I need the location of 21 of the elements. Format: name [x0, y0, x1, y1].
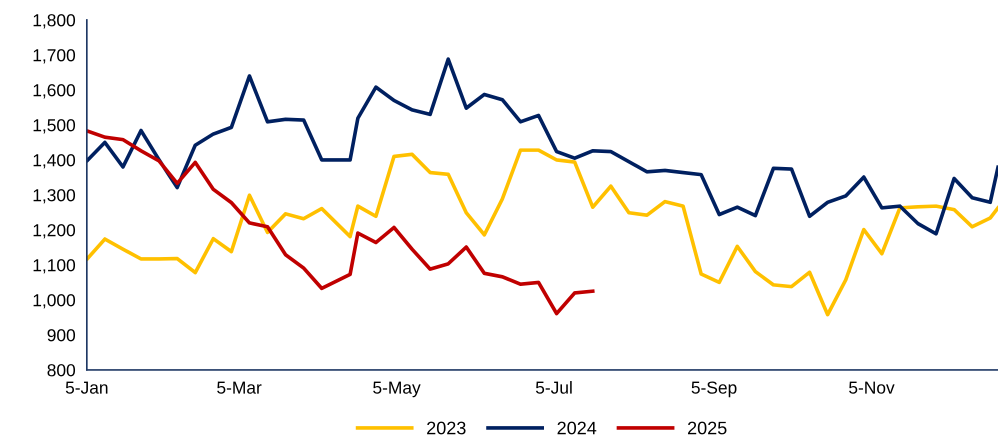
- y-tick-label: 1,400: [34, 154, 76, 168]
- x-tick-label: 5-Jan: [66, 382, 108, 394]
- y-tick-label: 1,600: [34, 84, 76, 98]
- legend-label: 2024: [558, 422, 596, 434]
- y-tick-label: 1,300: [34, 189, 76, 204]
- y-tick-label: 900: [48, 329, 76, 342]
- legend-label: 2025: [688, 422, 726, 434]
- y-tick-label: 1,700: [34, 49, 76, 64]
- y-tick-label: 1,200: [34, 224, 76, 238]
- x-tick-label: 5-Sep: [692, 381, 736, 398]
- x-tick-label: 5-Jul: [536, 381, 572, 394]
- x-tick-label: 5-Nov: [849, 382, 895, 394]
- y-tick-label: 1,000: [34, 294, 76, 308]
- legend-label: 2023: [427, 422, 466, 434]
- y-tick-label: 1,500: [34, 119, 76, 134]
- y-tick-label: 1,800: [34, 14, 76, 28]
- y-tick-label: 800: [48, 364, 76, 376]
- y-tick-label: 1,100: [34, 259, 76, 274]
- x-tick-label: 5-May: [373, 382, 421, 398]
- line-series: [86, 129, 595, 316]
- x-tick-label: 5-Mar: [217, 382, 262, 394]
